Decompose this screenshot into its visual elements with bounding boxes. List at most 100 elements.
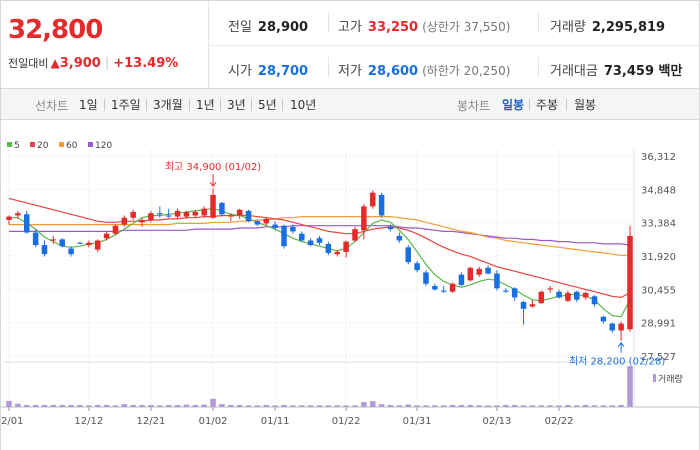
candle-body [574, 291, 580, 300]
tab-period-10y[interactable]: 10년 [290, 98, 317, 112]
volume-bar [467, 404, 474, 407]
candle-body [485, 267, 491, 274]
volume-bar [68, 404, 74, 407]
volume-bar [387, 404, 394, 407]
stat-label: 고가 [338, 20, 362, 35]
low-arrowhead-icon [617, 341, 625, 347]
candle-body [272, 224, 278, 228]
stat-value: 2,295,819 [591, 20, 666, 35]
volume-bar [201, 404, 207, 407]
stat-value: 33,250 [367, 20, 419, 35]
x-tick-label: 12/12 [74, 416, 103, 427]
stat-value: 28,600 [367, 64, 419, 79]
candlestick-chart[interactable]: 36,312 34,848 33,384 31,920 30,455 28,991 27,5… [0, 120, 699, 450]
candle-body [378, 194, 385, 216]
tab-weekly[interactable]: 주봉 [536, 98, 559, 112]
divider [328, 13, 329, 33]
volume-bar [414, 405, 420, 407]
candle-body [236, 209, 243, 216]
candle-body [316, 238, 323, 243]
volume-bar [183, 404, 190, 407]
tab-period-1d[interactable]: 1일 [79, 98, 98, 112]
high-arrowhead-icon [209, 181, 217, 187]
tab-period-1y[interactable]: 1년 [196, 98, 215, 112]
ma20-line [8, 197, 631, 299]
tab-period-1w[interactable]: 1주일 [111, 98, 141, 112]
volume-bar [405, 404, 411, 407]
candle-body [476, 268, 482, 275]
volume-bar [32, 404, 39, 407]
volume-bar [157, 405, 163, 407]
candle-body [148, 213, 154, 221]
candle-body [50, 239, 57, 241]
y-tick-label: 28,991 [641, 319, 676, 330]
volume-bar [254, 405, 261, 407]
stat-value: 73,459 백만 [603, 64, 683, 79]
candle-body [325, 243, 332, 254]
candle-body [449, 283, 456, 292]
candle-body [511, 288, 518, 298]
volume-bar [263, 404, 270, 407]
volume-bar [130, 404, 136, 407]
volume-bar [307, 405, 314, 407]
candle-body [299, 233, 305, 241]
volume-bar [423, 405, 429, 407]
candle-body [405, 247, 411, 263]
volume-bar [458, 404, 465, 407]
volume-bar [15, 403, 21, 407]
candle-body [591, 296, 598, 305]
divider [282, 99, 283, 111]
tab-daily[interactable]: 일봉 [502, 98, 525, 112]
candle-body [112, 225, 119, 234]
candle-body [618, 323, 624, 331]
x-tick-label: 12/21 [137, 416, 166, 427]
candle-body [503, 290, 509, 292]
volume-bar [449, 404, 456, 407]
tab-period-5y[interactable]: 5년 [258, 98, 277, 112]
y-tick-label: 31,920 [641, 252, 676, 263]
volume-bar [529, 405, 536, 407]
candle-body [627, 235, 633, 330]
candle-body [334, 251, 340, 255]
candle-body [263, 218, 270, 224]
volume-bar [41, 404, 48, 407]
volume-bar [228, 404, 234, 407]
volume-bar [112, 405, 119, 407]
candle-body [414, 263, 420, 271]
divider [210, 45, 700, 46]
volume-bar [210, 398, 216, 407]
stat-value: 28,900 [257, 20, 309, 35]
volume-bar [609, 405, 616, 407]
candle-body [245, 210, 252, 222]
change-percent: +13.49% [113, 56, 179, 71]
candle-chart-label: 봉차트 [457, 99, 491, 113]
candle-body [361, 206, 367, 231]
x-tick-label: 12/01 [1, 416, 23, 427]
volume-bar [299, 405, 305, 407]
candle-body [41, 245, 48, 255]
x-tick-label: 02/22 [545, 416, 574, 427]
divider [538, 13, 539, 33]
x-tick-label: 02/13 [483, 416, 512, 427]
candle-body [396, 235, 403, 241]
lower-limit: (하한가 20,250) [422, 64, 511, 78]
stat-label: 전일 [228, 20, 252, 35]
volume-bar [236, 404, 243, 407]
divider [104, 99, 105, 111]
volume-bar [369, 401, 376, 407]
candle-body [15, 213, 21, 216]
candle-body [201, 208, 207, 216]
price-chart[interactable]: 36,312 34,848 33,384 31,920 30,455 28,991 27,5… [0, 120, 700, 450]
candle-body [139, 220, 145, 223]
volume-bar [352, 405, 358, 407]
line-chart-label: 선차트 [35, 99, 69, 113]
candle-body [343, 241, 349, 252]
legend-label: 5 [14, 141, 20, 151]
candle-body [609, 323, 616, 331]
volume-bar [174, 404, 181, 407]
tab-monthly[interactable]: 월봉 [574, 98, 597, 112]
tab-period-3y[interactable]: 3년 [227, 98, 246, 112]
upper-limit: (상한가 37,550) [422, 20, 511, 34]
tab-period-3m[interactable]: 3개월 [153, 98, 183, 112]
volume-bar [511, 404, 518, 407]
